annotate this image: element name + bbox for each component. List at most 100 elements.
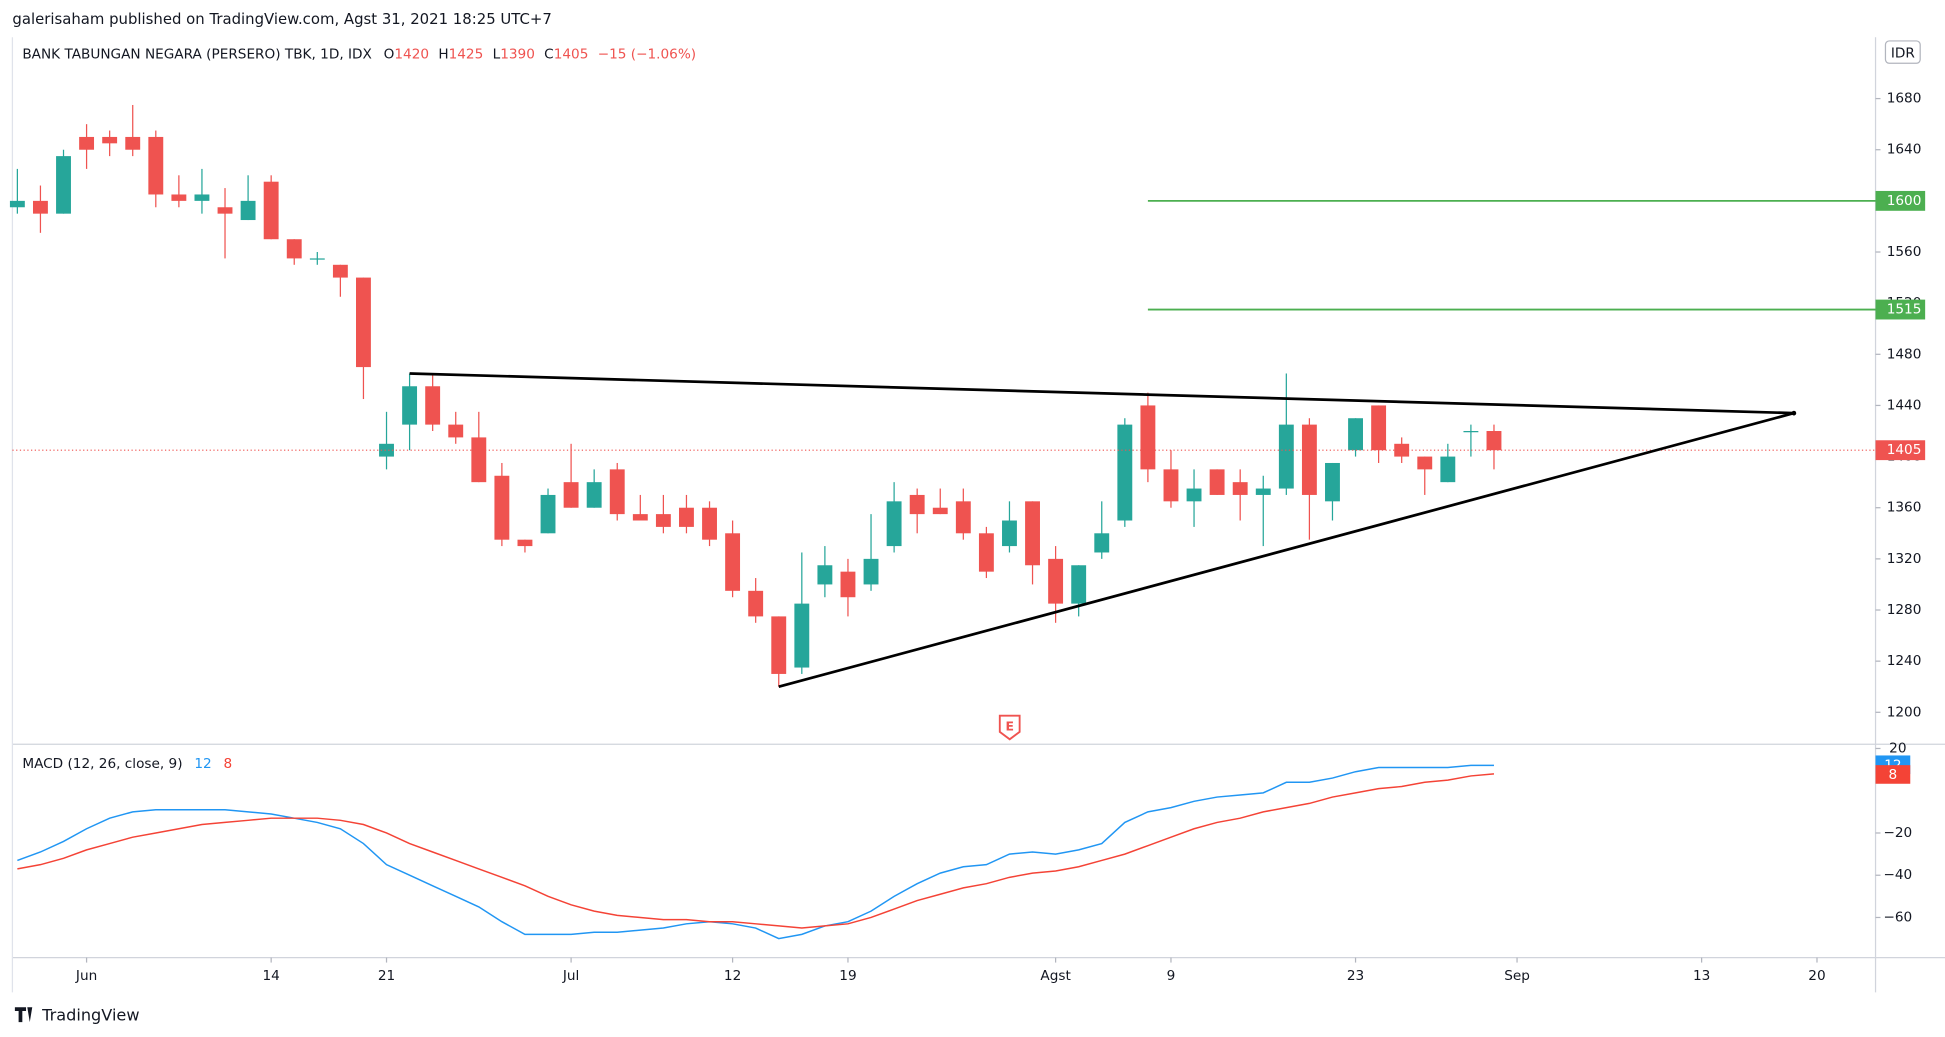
candle-body <box>1094 533 1110 553</box>
candle-body <box>1417 456 1433 470</box>
candle-body <box>102 136 118 144</box>
candle-body <box>794 603 810 668</box>
earnings-marker[interactable] <box>998 714 1021 741</box>
candle-body <box>563 482 579 508</box>
candle-body <box>725 533 741 591</box>
level-tag <box>1875 299 1926 320</box>
candle-body <box>517 539 533 547</box>
trendline <box>778 411 1795 689</box>
macd-value-tag <box>1875 765 1911 784</box>
legend-letter: C <box>544 47 554 63</box>
macd-y-tick-label: −40 <box>1883 867 1912 883</box>
y-tick-label: 1560 <box>1887 244 1922 260</box>
y-tick-label: 1360 <box>1887 500 1922 516</box>
candle-body <box>1371 405 1387 451</box>
candle-body <box>1002 520 1017 547</box>
logo-icon <box>14 1007 33 1023</box>
signal-legend-value: 8 <box>223 756 232 772</box>
candle-body <box>1301 424 1317 495</box>
legend-close: 1405 <box>554 47 589 63</box>
y-tick-label: 1320 <box>1887 551 1922 567</box>
publisher-header: galerisaham published on TradingView.com… <box>12 10 551 28</box>
candle-body <box>1048 558 1064 604</box>
footer-brand: TradingView <box>41 1005 139 1024</box>
candle-body <box>263 181 279 240</box>
candle-body <box>632 514 648 521</box>
candle-body <box>1209 469 1225 495</box>
candle-body <box>79 136 95 150</box>
candle-body <box>1232 482 1248 495</box>
candle-body <box>1463 431 1479 433</box>
candle-body <box>609 469 625 515</box>
candle-body <box>955 501 971 534</box>
x-tick-label: 12 <box>724 968 741 984</box>
candle-body <box>1394 443 1410 457</box>
macd-y-tick-label: 20 <box>1889 740 1906 756</box>
currency-label[interactable]: IDR <box>1891 45 1916 61</box>
last-price-label: 1405 <box>1887 442 1922 458</box>
candle-body <box>56 156 71 214</box>
candle-body <box>817 565 833 585</box>
plot: 1200124012801320136014001440148015201560… <box>9 91 1926 984</box>
candle-body <box>494 475 510 540</box>
level-tag <box>1875 190 1926 211</box>
candle-body <box>171 194 187 201</box>
x-tick-label: 19 <box>839 968 856 984</box>
x-tick-label: 14 <box>262 968 279 984</box>
candle-body <box>1025 501 1040 566</box>
macd-line <box>17 773 1495 929</box>
candle-body <box>286 239 302 259</box>
legend-high: 1425 <box>449 47 484 63</box>
y-tick-label: 1640 <box>1887 142 1922 158</box>
candle-body <box>702 507 717 540</box>
candle-body <box>748 590 764 617</box>
candle-body <box>771 616 787 674</box>
last-price-tag <box>1875 440 1926 461</box>
y-tick-label: 1680 <box>1887 91 1922 107</box>
macd-line <box>17 764 1494 940</box>
y-tick-label: 1440 <box>1887 397 1922 413</box>
candle-body <box>1117 424 1133 521</box>
candle-body <box>9 200 25 208</box>
candle-body <box>978 533 994 572</box>
candle-body <box>148 136 164 195</box>
currency-box[interactable] <box>1884 40 1921 64</box>
candle-body <box>1140 405 1156 470</box>
candle-body <box>125 136 141 150</box>
legend-change: −15 (−1.06%) <box>598 47 696 63</box>
x-tick-label: Sep <box>1504 968 1530 984</box>
legend-letter: O <box>384 47 395 63</box>
candle-body <box>1186 488 1202 502</box>
candle-body <box>655 514 671 527</box>
price-legend: BANK TABUNGAN NEGARA (PERSERO) TBK, 1D, … <box>22 47 696 63</box>
y-tick-label: 1240 <box>1887 653 1922 669</box>
x-tick-label: 23 <box>1347 968 1364 984</box>
x-tick-label: Jun <box>75 968 97 984</box>
earnings-label[interactable]: E <box>1005 718 1013 733</box>
candle-body <box>402 386 418 425</box>
candle-body <box>886 501 902 547</box>
candle-body <box>1348 418 1363 451</box>
candle-body <box>332 264 348 278</box>
candle-body <box>840 571 856 598</box>
macd-value-label: 8 <box>1889 767 1898 783</box>
x-tick-label: 13 <box>1693 968 1710 984</box>
trendline <box>409 372 1794 415</box>
legend-low: 1390 <box>500 47 535 63</box>
candle-body <box>309 258 325 260</box>
candle-body <box>932 507 948 515</box>
level-label: 1515 <box>1887 302 1922 318</box>
legend-open: 1420 <box>394 47 429 63</box>
y-tick-label: 1200 <box>1887 704 1922 720</box>
candle-body <box>1325 462 1340 502</box>
candle-body <box>863 558 879 585</box>
candle-body <box>586 482 602 508</box>
x-tick-label: 21 <box>378 968 395 984</box>
x-tick-label: 9 <box>1167 968 1176 984</box>
candle-body <box>540 494 556 534</box>
legend-letter: H <box>438 47 448 63</box>
x-tick-label: 20 <box>1808 968 1825 984</box>
